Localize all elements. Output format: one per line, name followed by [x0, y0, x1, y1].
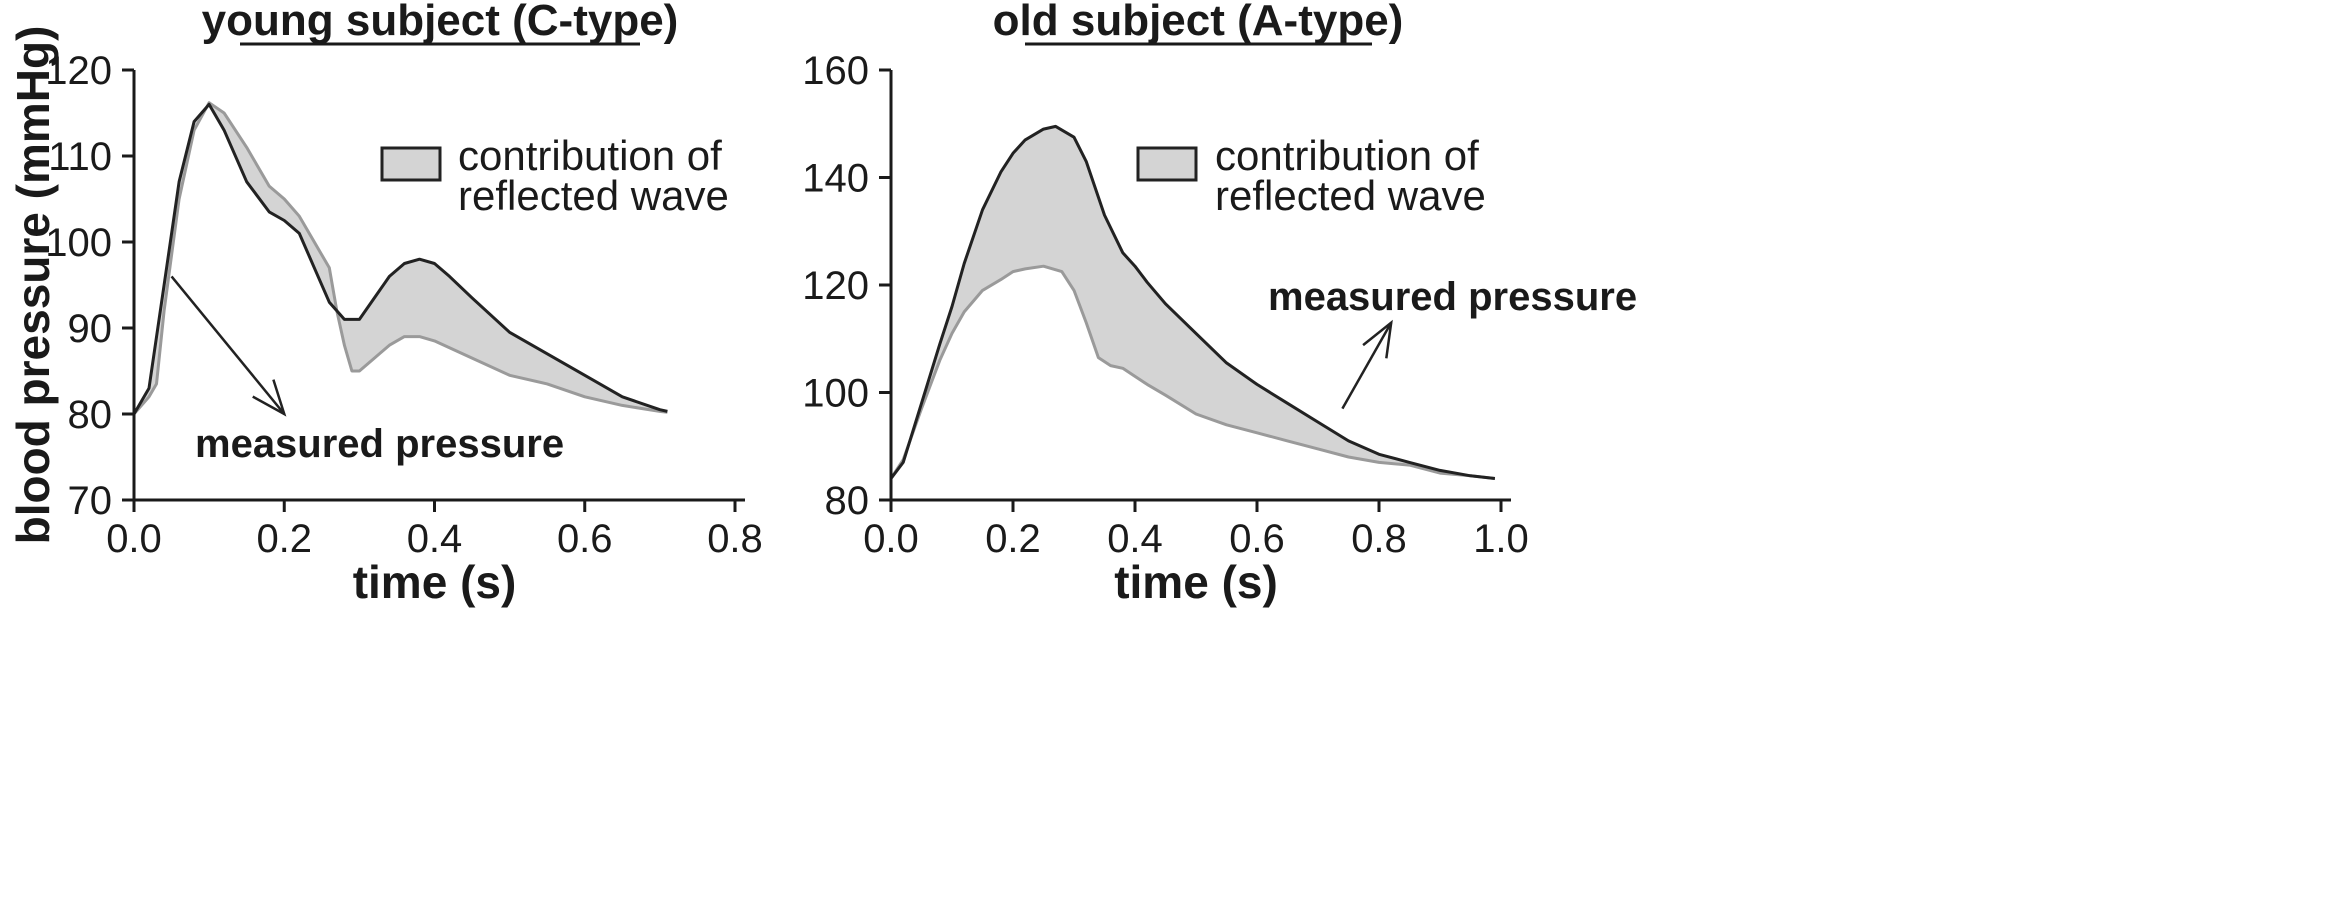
x-tick-label: 0.0: [106, 517, 162, 561]
annotation-arrow-head: [252, 379, 287, 417]
x-tick-label: 0.2: [985, 517, 1041, 561]
y-tick-label: 80: [825, 479, 870, 523]
x-tick-label: 0.0: [863, 517, 919, 561]
x-tick-label: 0.6: [1229, 517, 1285, 561]
x-tick-label: 0.8: [707, 517, 763, 561]
x-tick-label: 0.6: [557, 517, 613, 561]
series-line-lower: [132, 101, 668, 415]
chart-old-subject: 0.0 0.2 0.4 0.6 0.8 1.0 80 100 120 140 160 old subj…: [802, 0, 1637, 608]
chart-title: old subject (A-type): [993, 0, 1404, 45]
legend-swatch: [1136, 146, 1198, 182]
annotation-arrow-shaft: [1341, 322, 1393, 410]
chart-title: young subject (C-type): [202, 0, 679, 45]
legend-label: reflected wave: [1215, 172, 1486, 219]
legend-label: reflected wave: [458, 172, 729, 219]
chart-young-subject: 0.0 0.2 0.4 0.6 0.8 70 80 90 100 110 120 young subj…: [7, 0, 763, 608]
y-tick-label: 160: [802, 49, 869, 93]
x-tick-label: 1.0: [1473, 517, 1529, 561]
annotation-label: measured pressure: [195, 422, 564, 466]
y-tick-label: 100: [45, 221, 112, 265]
reflected-wave-area: [891, 126, 1495, 479]
legend-label: contribution of: [458, 132, 722, 179]
y-tick-label: 110: [48, 135, 112, 179]
y-tick-label: 100: [802, 372, 869, 416]
legend-label: contribution of: [1215, 132, 1479, 179]
series-line-lower: [889, 264, 1496, 480]
x-axis-title: time (s): [1114, 556, 1278, 608]
y-tick-label: 80: [68, 393, 113, 437]
y-axis-title: blood pressure (mmHg): [7, 26, 59, 545]
series-line-measured: [889, 124, 1496, 480]
x-tick-label: 0.4: [407, 517, 463, 561]
legend-swatch: [380, 146, 442, 182]
annotation-arrow-head: [1362, 319, 1393, 359]
series-line-measured: [132, 102, 668, 415]
y-tick-label: 120: [802, 264, 869, 308]
x-tick-label: 0.8: [1351, 517, 1407, 561]
annotation-arrow-shaft: [170, 275, 286, 415]
x-tick-label: 0.2: [256, 517, 312, 561]
x-tick-label: 0.4: [1107, 517, 1163, 561]
y-tick-label: 120: [45, 49, 112, 93]
y-tick-label: 70: [68, 479, 113, 523]
x-axis-title: time (s): [353, 556, 517, 608]
y-tick-label: 90: [68, 307, 113, 351]
y-tick-label: 140: [802, 157, 869, 201]
annotation-label: measured pressure: [1268, 275, 1637, 319]
